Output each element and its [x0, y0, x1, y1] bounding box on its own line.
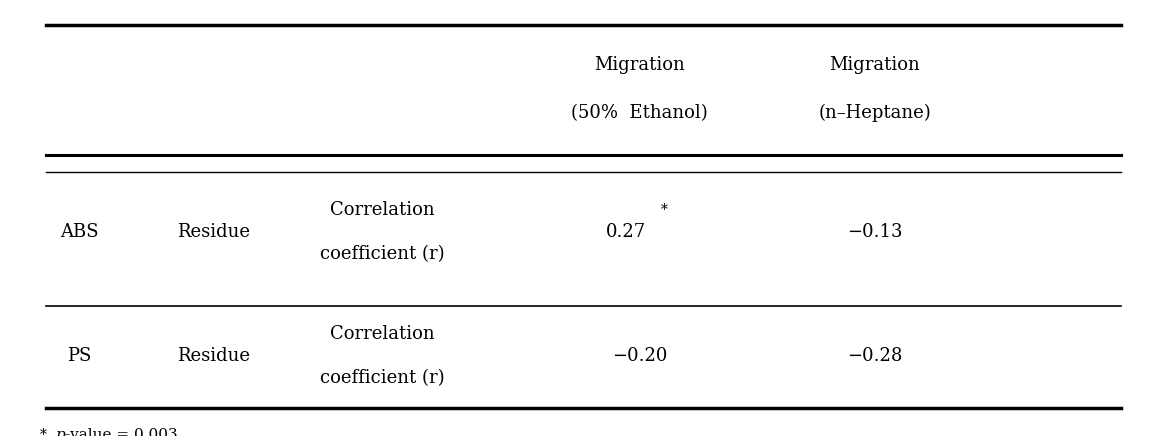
- Text: −0.28: −0.28: [847, 347, 902, 365]
- Text: Migration: Migration: [830, 56, 920, 74]
- Text: PS: PS: [68, 347, 91, 365]
- Text: coefficient (r): coefficient (r): [320, 369, 445, 387]
- Text: coefficient (r): coefficient (r): [320, 245, 445, 263]
- Text: −0.13: −0.13: [847, 223, 902, 241]
- Text: Migration: Migration: [594, 56, 685, 74]
- Text: Residue: Residue: [177, 347, 250, 365]
- Text: p: p: [55, 428, 64, 436]
- Text: 0.27: 0.27: [606, 223, 647, 241]
- Text: ABS: ABS: [60, 223, 99, 241]
- Text: *: *: [661, 203, 668, 217]
- Text: −0.20: −0.20: [612, 347, 668, 365]
- Text: *: *: [40, 428, 47, 436]
- Text: -value = 0.003: -value = 0.003: [65, 428, 179, 436]
- Text: Residue: Residue: [177, 223, 250, 241]
- Text: (50%  Ethanol): (50% Ethanol): [571, 104, 708, 123]
- Text: (n–Heptane): (n–Heptane): [818, 104, 931, 123]
- Text: Correlation: Correlation: [329, 325, 434, 343]
- Text: Correlation: Correlation: [329, 201, 434, 218]
